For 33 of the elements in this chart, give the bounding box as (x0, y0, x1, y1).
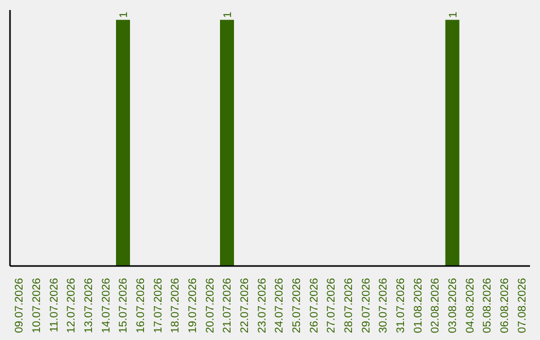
x-tick-label: 11.07.2026 (48, 278, 60, 332)
x-tick-label: 01.08.2026 (412, 278, 424, 334)
x-tick-label: 23.07.2026 (256, 278, 268, 334)
x-tick-label: 29.07.2026 (360, 278, 372, 334)
x-tick-label: 15.07.2026 (118, 278, 130, 334)
x-tick-label: 04.08.2026 (464, 278, 476, 334)
x-tick-label: 27.07.2026 (326, 278, 338, 334)
x-tick-label: 16.07.2026 (135, 278, 147, 334)
x-tick-label: 28.07.2026 (343, 278, 355, 334)
x-tick-label: 17.07.2026 (152, 278, 164, 334)
x-tick-label: 12.07.2026 (66, 278, 78, 334)
x-tick-label: 06.08.2026 (499, 278, 511, 334)
x-tick-label: 25.07.2026 (291, 278, 303, 334)
x-tick-label: 18.07.2026 (170, 278, 182, 334)
x-tick-label: 26.07.2026 (308, 278, 320, 334)
x-tick-label: 09.07.2026 (14, 278, 26, 334)
x-tick-label: 13.07.2026 (83, 278, 95, 334)
x-tick-label: 14.07.2026 (100, 278, 112, 334)
data-label: 1 (447, 12, 460, 18)
x-tick-label: 03.08.2026 (447, 278, 459, 334)
data-label: 1 (222, 12, 234, 18)
x-tick-label: 10.07.2026 (31, 278, 43, 334)
x-tick-label: 05.08.2026 (482, 278, 494, 334)
x-tick-label: 22.07.2026 (239, 278, 251, 334)
x-tick-label: 24.07.2026 (274, 278, 286, 334)
data-label: 1 (118, 12, 130, 18)
x-tick-label: 07.08.2026 (516, 278, 528, 334)
x-tick-label: 02.08.2026 (430, 278, 442, 334)
x-tick-label: 30.07.2026 (378, 278, 390, 334)
x-tick-label: 20.07.2026 (204, 278, 216, 334)
x-tick-label: 19.07.2026 (187, 278, 199, 334)
x-tick-label: 31.07.2026 (395, 278, 407, 334)
x-tick-label: 21.07.2026 (222, 278, 234, 334)
